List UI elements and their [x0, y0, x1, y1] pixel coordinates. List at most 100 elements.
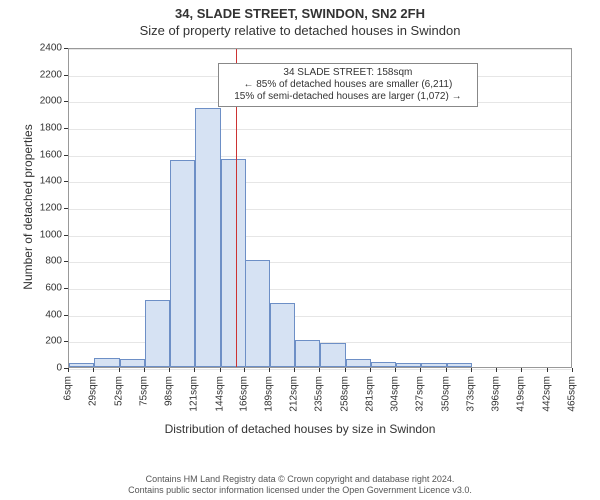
x-tick: [294, 368, 295, 372]
x-tick: [319, 368, 320, 372]
x-tick-label: 166sqm: [238, 376, 249, 412]
x-tick-label: 327sqm: [415, 376, 426, 412]
chart-container: 34 SLADE STREET: 158sqm← 85% of detached…: [0, 38, 600, 438]
x-tick: [395, 368, 396, 372]
x-tick: [521, 368, 522, 372]
histogram-bar: [320, 343, 345, 367]
x-tick: [446, 368, 447, 372]
x-tick-label: 258sqm: [339, 376, 350, 412]
x-tick: [471, 368, 472, 372]
y-tick-label: 400: [26, 309, 62, 320]
x-tick-label: 350sqm: [440, 376, 451, 412]
y-tick: [64, 261, 68, 262]
y-tick-label: 1200: [26, 203, 62, 214]
x-tick-label: 98sqm: [164, 376, 175, 406]
x-tick-label: 212sqm: [289, 376, 300, 412]
x-tick-label: 121sqm: [189, 376, 200, 412]
x-tick: [220, 368, 221, 372]
histogram-bar: [221, 159, 246, 367]
annotation-line: ← 85% of detached houses are smaller (6,…: [225, 79, 471, 91]
y-tick: [64, 181, 68, 182]
x-tick-label: 465sqm: [567, 376, 578, 412]
y-tick-label: 2400: [26, 43, 62, 54]
x-tick-label: 396sqm: [491, 376, 502, 412]
grid-line: [69, 156, 571, 157]
y-tick: [64, 75, 68, 76]
histogram-bar: [94, 358, 119, 367]
grid-line: [69, 209, 571, 210]
grid-line: [69, 262, 571, 263]
histogram-bar: [120, 359, 145, 367]
footer-line-1: Contains HM Land Registry data © Crown c…: [0, 474, 600, 485]
histogram-bar: [371, 362, 396, 367]
x-tick-label: 373sqm: [465, 376, 476, 412]
x-tick-label: 281sqm: [364, 376, 375, 412]
y-tick-label: 800: [26, 256, 62, 267]
y-tick: [64, 101, 68, 102]
x-tick: [572, 368, 573, 372]
histogram-bar: [396, 363, 421, 367]
annotation-line: 34 SLADE STREET: 158sqm: [225, 67, 471, 79]
y-tick: [64, 155, 68, 156]
y-tick-label: 1000: [26, 229, 62, 240]
x-tick-label: 304sqm: [390, 376, 401, 412]
x-tick: [244, 368, 245, 372]
histogram-bar: [69, 363, 94, 367]
x-tick: [119, 368, 120, 372]
x-tick: [194, 368, 195, 372]
grid-line: [69, 236, 571, 237]
histogram-bar: [447, 363, 472, 367]
chart-title-main: 34, SLADE STREET, SWINDON, SN2 2FH: [0, 6, 600, 21]
x-tick: [345, 368, 346, 372]
histogram-bar: [270, 303, 295, 367]
x-tick: [144, 368, 145, 372]
chart-title-sub: Size of property relative to detached ho…: [0, 23, 600, 38]
histogram-bar: [145, 300, 170, 367]
x-tick-label: 6sqm: [63, 376, 74, 400]
x-tick: [68, 368, 69, 372]
x-tick: [370, 368, 371, 372]
x-tick-label: 419sqm: [516, 376, 527, 412]
y-tick-label: 200: [26, 336, 62, 347]
histogram-bar: [346, 359, 371, 367]
histogram-bar: [421, 363, 446, 367]
x-tick-label: 235sqm: [314, 376, 325, 412]
x-tick: [169, 368, 170, 372]
y-tick-label: 2000: [26, 96, 62, 107]
y-tick-label: 2200: [26, 69, 62, 80]
y-tick: [64, 341, 68, 342]
y-tick-label: 1400: [26, 176, 62, 187]
plot-area: 34 SLADE STREET: 158sqm← 85% of detached…: [68, 48, 572, 368]
histogram-bar: [195, 108, 220, 367]
x-tick-label: 52sqm: [113, 376, 124, 406]
y-tick-label: 1600: [26, 149, 62, 160]
y-tick: [64, 208, 68, 209]
x-tick-label: 189sqm: [263, 376, 274, 412]
x-tick: [93, 368, 94, 372]
y-tick: [64, 48, 68, 49]
grid-line: [69, 49, 571, 50]
x-axis-label: Distribution of detached houses by size …: [0, 422, 600, 436]
y-tick-label: 0: [26, 363, 62, 374]
histogram-bar: [295, 340, 320, 367]
grid-line: [69, 129, 571, 130]
grid-line: [69, 289, 571, 290]
y-tick-label: 600: [26, 283, 62, 294]
y-tick-label: 1800: [26, 123, 62, 134]
annotation-line: 15% of semi-detached houses are larger (…: [225, 91, 471, 103]
histogram-bar: [245, 260, 270, 367]
footer-line-2: Contains public sector information licen…: [0, 485, 600, 496]
x-tick: [547, 368, 548, 372]
x-tick: [496, 368, 497, 372]
x-tick-label: 75sqm: [138, 376, 149, 406]
footer-attribution: Contains HM Land Registry data © Crown c…: [0, 474, 600, 496]
x-tick: [269, 368, 270, 372]
y-tick: [64, 315, 68, 316]
histogram-bar: [170, 160, 195, 367]
x-tick-label: 144sqm: [214, 376, 225, 412]
x-tick-label: 29sqm: [88, 376, 99, 406]
grid-line: [69, 182, 571, 183]
x-tick-label: 442sqm: [541, 376, 552, 412]
y-tick: [64, 128, 68, 129]
y-tick: [64, 288, 68, 289]
